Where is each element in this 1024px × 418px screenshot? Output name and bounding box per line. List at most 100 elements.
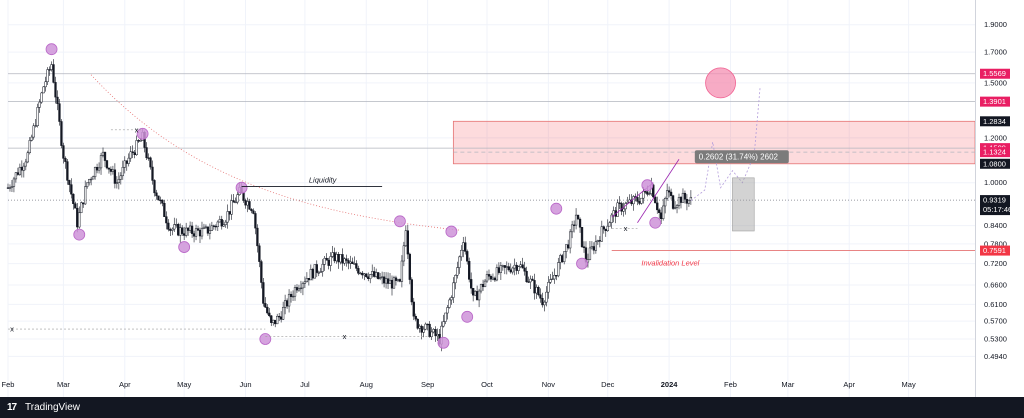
candle-body bbox=[378, 277, 382, 279]
candle-body bbox=[535, 286, 538, 294]
candle-body bbox=[648, 193, 651, 195]
candle-body bbox=[287, 293, 291, 307]
candle-body bbox=[272, 319, 275, 323]
candlestick-series[interactable] bbox=[6, 59, 693, 352]
swing-marker bbox=[649, 216, 662, 229]
candle-body bbox=[173, 224, 176, 230]
candle-body bbox=[644, 191, 647, 193]
candle-body bbox=[295, 287, 299, 291]
candle-body bbox=[473, 291, 477, 296]
candle-body bbox=[561, 255, 564, 263]
candle-body bbox=[673, 207, 677, 209]
candle-body bbox=[580, 227, 584, 247]
candle-body bbox=[99, 155, 103, 169]
candle-body bbox=[592, 246, 596, 251]
candle-body bbox=[315, 264, 318, 273]
candle-body bbox=[454, 275, 457, 284]
candle-body bbox=[68, 180, 71, 185]
candle-body bbox=[254, 213, 257, 229]
candle-body bbox=[107, 167, 111, 170]
candle-body bbox=[80, 202, 83, 214]
candle-body bbox=[155, 192, 158, 197]
swing-x-mark: x bbox=[135, 125, 139, 134]
candle-body bbox=[206, 226, 210, 234]
candle-body bbox=[567, 244, 570, 249]
price-badge-label: 1.2834 bbox=[983, 117, 1006, 126]
candle-body bbox=[489, 275, 493, 280]
candle-body bbox=[373, 271, 376, 277]
candle-body bbox=[553, 275, 556, 280]
candle-body bbox=[188, 225, 192, 231]
price-badge-label: 1.5569 bbox=[983, 69, 1006, 78]
candle-body bbox=[606, 225, 609, 232]
swing-x-mark: x bbox=[10, 325, 14, 334]
candle-body bbox=[450, 297, 453, 301]
swing-marker bbox=[73, 228, 86, 241]
candle-body bbox=[543, 301, 546, 306]
price-badge bbox=[980, 116, 1010, 127]
candle-body bbox=[640, 197, 643, 204]
candle-body bbox=[428, 323, 431, 338]
candle-body bbox=[351, 261, 354, 264]
candle-body bbox=[89, 178, 93, 181]
candle-body bbox=[541, 298, 544, 306]
candle-body bbox=[268, 312, 271, 317]
candle-body bbox=[204, 226, 208, 228]
candle-body bbox=[157, 195, 160, 201]
horizontal-levels[interactable] bbox=[8, 73, 975, 251]
candle-body bbox=[8, 187, 12, 189]
candle-body bbox=[495, 267, 499, 281]
swing-x-mark: x bbox=[624, 224, 628, 233]
candle-body bbox=[511, 267, 514, 273]
candle-body bbox=[52, 64, 55, 83]
swing-markers[interactable] bbox=[45, 43, 736, 349]
candle-body bbox=[66, 161, 69, 181]
candle-body bbox=[549, 279, 552, 283]
candle-body bbox=[414, 315, 417, 320]
candle-body bbox=[224, 221, 227, 225]
measure-label-bg bbox=[694, 150, 789, 164]
candle-body bbox=[491, 277, 495, 280]
price-badge-label: 0.7591 bbox=[983, 246, 1006, 255]
candle-body bbox=[14, 172, 18, 180]
candle-body bbox=[507, 266, 510, 271]
candle-body bbox=[529, 278, 532, 283]
candle-body bbox=[311, 269, 314, 279]
candle-body bbox=[297, 288, 301, 291]
candle-body bbox=[537, 286, 540, 296]
candle-body bbox=[319, 271, 322, 273]
price-axis[interactable]: 1.9000 1.7000 1.5000 1.2000 1.0000 0.8400 0.78… bbox=[980, 20, 1012, 361]
projection-line bbox=[690, 86, 761, 201]
candle-body bbox=[388, 279, 392, 284]
time-tick-label: Nov bbox=[542, 380, 556, 389]
time-axis[interactable]: Feb Mar Apr May Jun Jul Aug Sep Oct Nov Dec 2024 Feb… bbox=[2, 380, 916, 389]
swing-marker bbox=[641, 179, 654, 192]
candle-body bbox=[95, 167, 99, 171]
candle-body bbox=[56, 96, 59, 104]
annotations[interactable]: Liquidity Invalidation Level x x x x 0.2602 (3… bbox=[8, 125, 789, 341]
candle-body bbox=[190, 225, 194, 234]
tradingview-logo-icon[interactable]: 17 bbox=[7, 402, 17, 413]
candle-body bbox=[608, 222, 611, 227]
candle-body bbox=[266, 306, 269, 314]
brand-name[interactable]: TradingView bbox=[25, 402, 81, 413]
swing-marker bbox=[445, 225, 458, 238]
swing-marker bbox=[437, 336, 450, 349]
candle-body bbox=[115, 182, 119, 184]
candle-body bbox=[646, 191, 649, 195]
candle-body bbox=[274, 319, 277, 325]
candle-body bbox=[113, 169, 117, 184]
swing-marker bbox=[136, 127, 149, 140]
candle-body bbox=[40, 92, 43, 103]
candle-body bbox=[248, 201, 251, 210]
candle-body bbox=[258, 245, 261, 262]
candle-body bbox=[685, 199, 689, 204]
candle-body bbox=[181, 227, 184, 234]
time-tick-label: May bbox=[177, 380, 191, 389]
candle-body bbox=[384, 278, 388, 284]
price-tick-label: 1.5000 bbox=[984, 78, 1007, 87]
candle-body bbox=[111, 169, 115, 172]
candle-body bbox=[677, 197, 681, 206]
candle-body bbox=[20, 166, 24, 171]
